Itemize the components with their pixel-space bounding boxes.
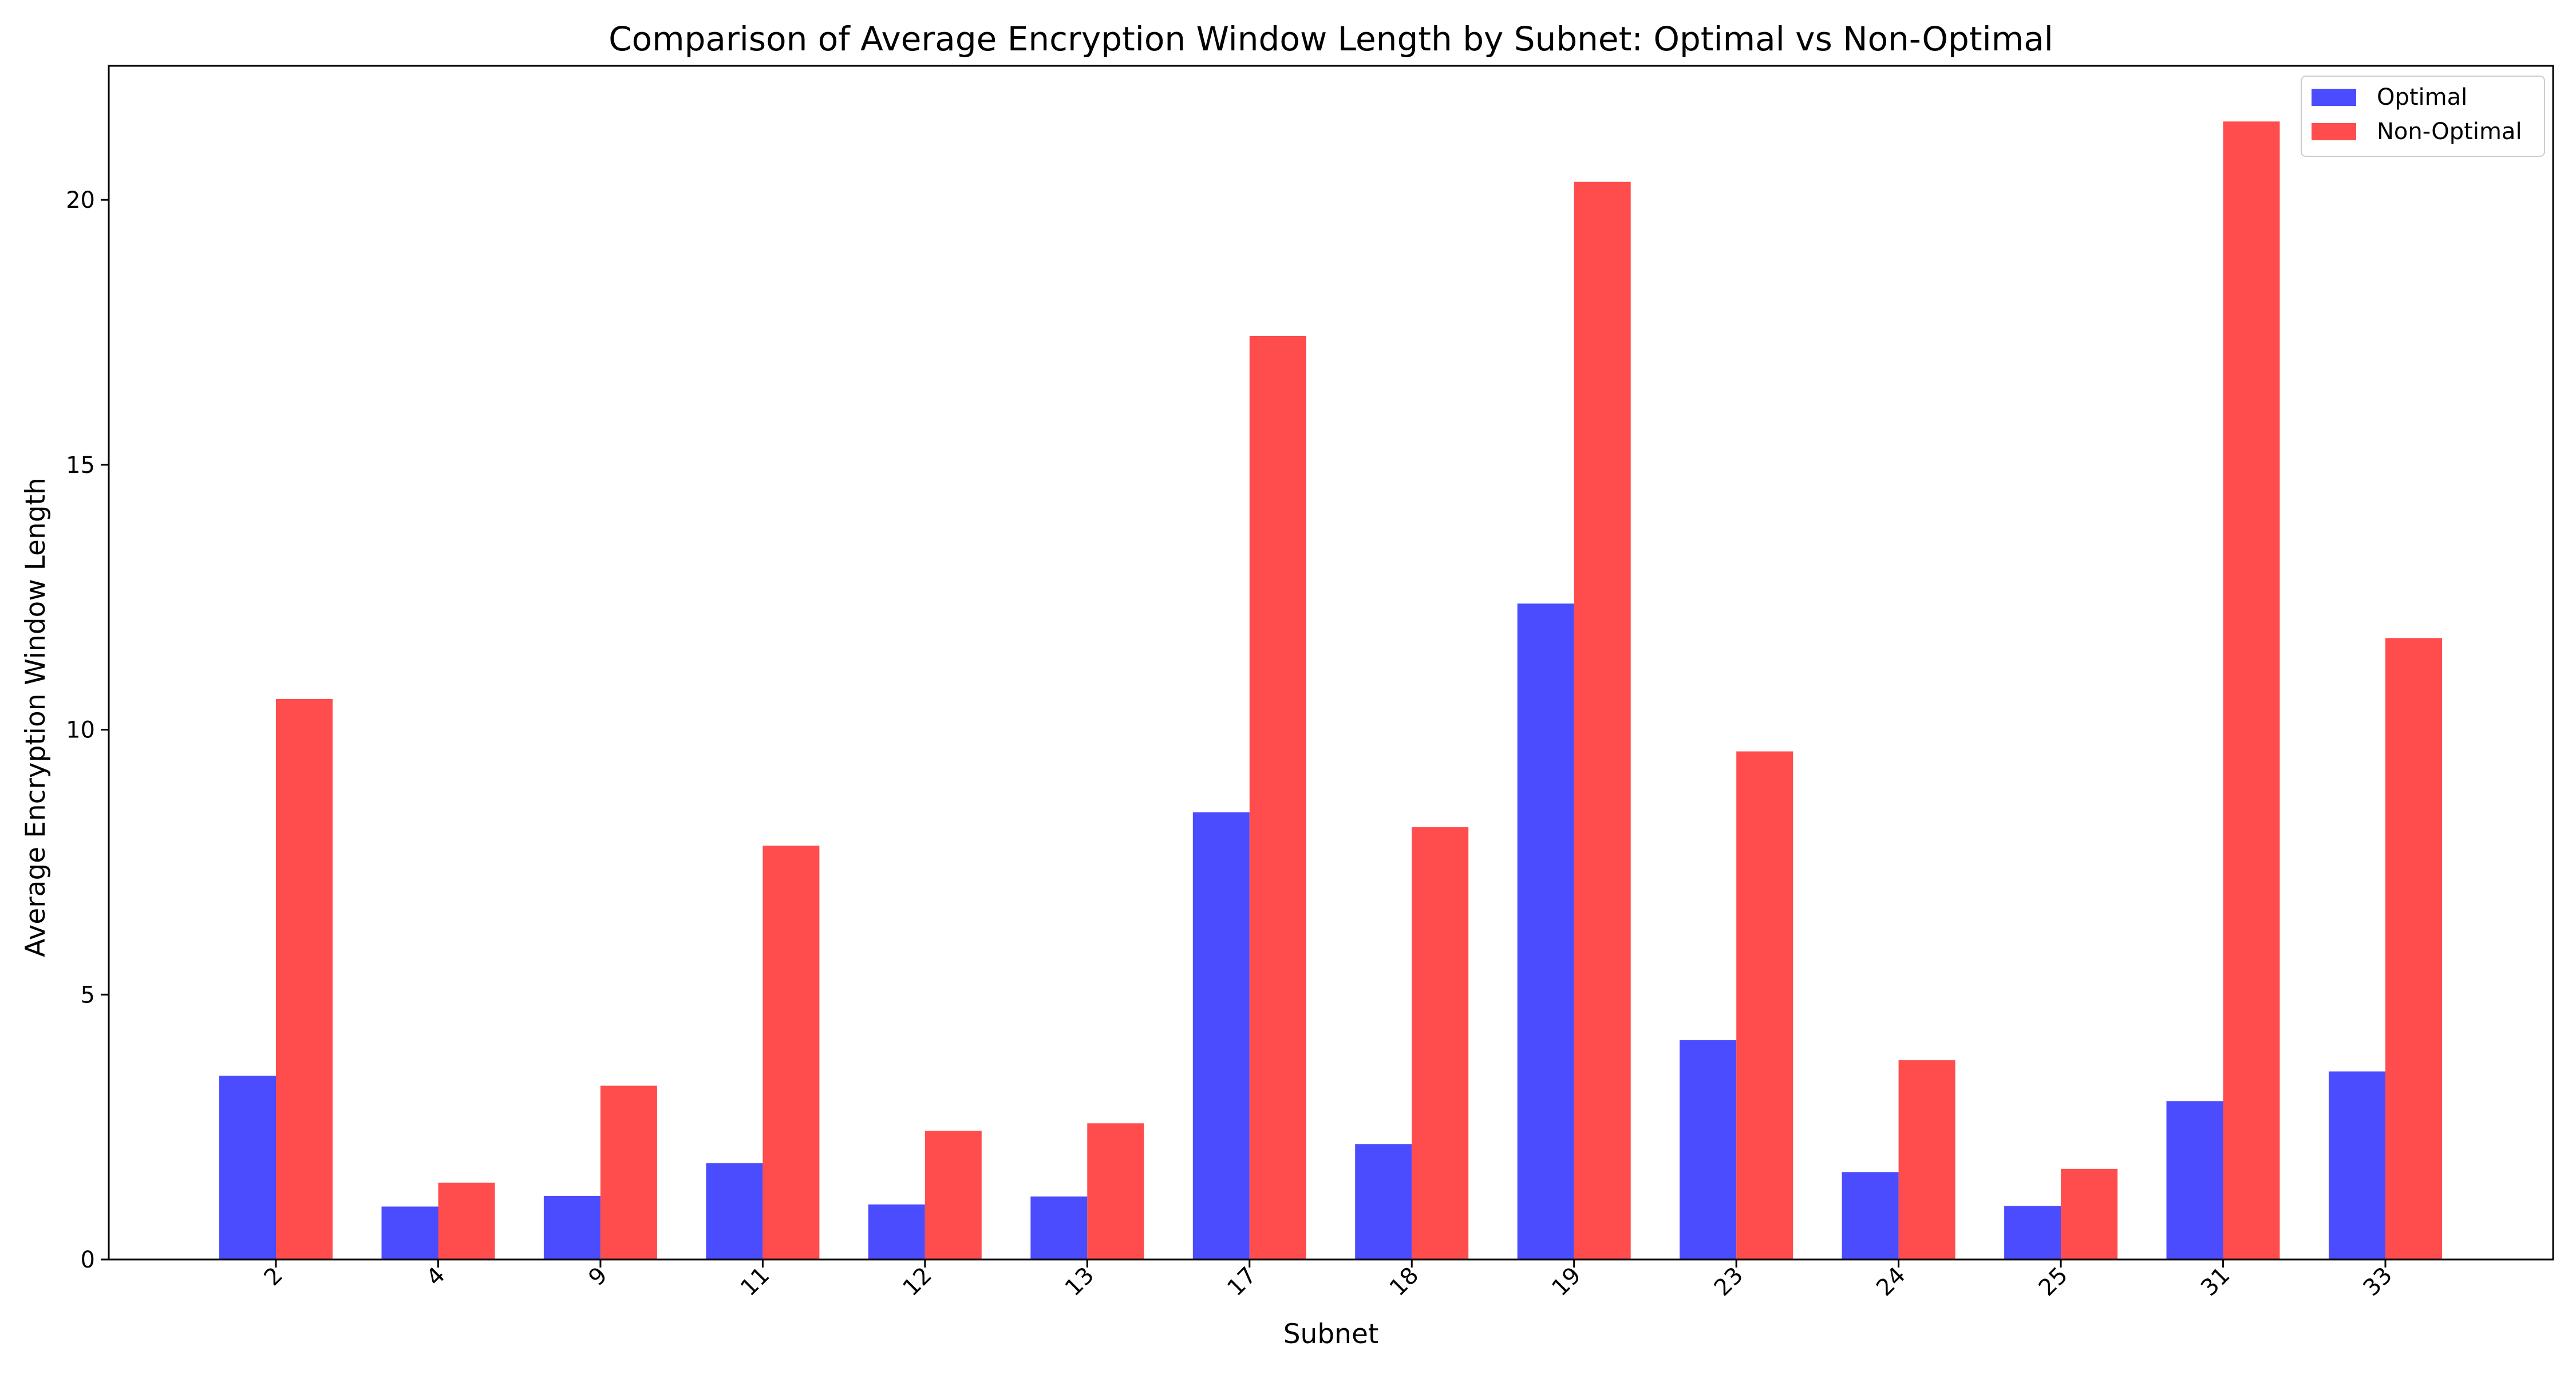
bar-non-optimal-23 xyxy=(1736,751,1793,1260)
y-axis: 0 5 10 15 20 xyxy=(66,187,109,1273)
bar-non-optimal-31 xyxy=(2223,121,2280,1260)
x-axis: 2 4 9 11 12 13 17 18 19 23 24 25 31 33 xyxy=(259,1260,2398,1302)
bar-non-optimal-11 xyxy=(762,846,820,1260)
bar-optimal-24 xyxy=(1842,1172,1899,1260)
bar-optimal-9 xyxy=(543,1195,600,1260)
x-tick-label-23: 23 xyxy=(1709,1262,1749,1302)
x-tick-label-24: 24 xyxy=(1871,1262,1911,1302)
bar-optimal-17 xyxy=(1192,812,1250,1260)
x-tick-label-18: 18 xyxy=(1385,1262,1424,1302)
x-tick-label-9: 9 xyxy=(583,1262,613,1292)
bar-optimal-33 xyxy=(2329,1071,2385,1260)
legend-label-non-optimal: Non-Optimal xyxy=(2377,119,2522,145)
x-axis-label: Subnet xyxy=(1283,1318,1379,1350)
bar-non-optimal-33 xyxy=(2385,638,2442,1260)
bar-optimal-2 xyxy=(219,1075,276,1260)
x-tick-label-2: 2 xyxy=(259,1262,289,1292)
bar-optimal-4 xyxy=(381,1206,438,1260)
bar-optimal-13 xyxy=(1030,1196,1088,1260)
y-tick-label-20: 20 xyxy=(66,187,95,214)
x-tick-label-19: 19 xyxy=(1547,1262,1586,1302)
legend-swatch-optimal xyxy=(2312,89,2356,106)
bar-non-optimal-13 xyxy=(1087,1123,1144,1260)
bar-optimal-19 xyxy=(1517,603,1574,1260)
x-tick-label-4: 4 xyxy=(421,1262,451,1292)
legend-frame xyxy=(2301,76,2545,157)
bar-optimal-12 xyxy=(868,1204,925,1260)
x-tick-label-25: 25 xyxy=(2034,1262,2073,1302)
bar-optimal-11 xyxy=(706,1163,763,1260)
bar-non-optimal-12 xyxy=(924,1131,982,1260)
bar-non-optimal-19 xyxy=(1574,181,1631,1260)
bar-optimal-18 xyxy=(1355,1144,1412,1260)
bar-optimal-23 xyxy=(1680,1040,1737,1260)
bar-non-optimal-25 xyxy=(2061,1168,2118,1260)
legend: Optimal Non-Optimal xyxy=(2301,76,2545,157)
bar-non-optimal-18 xyxy=(1412,827,1469,1260)
bar-non-optimal-2 xyxy=(276,698,333,1260)
bar-non-optimal-4 xyxy=(438,1182,495,1260)
bars-layer xyxy=(219,121,2442,1260)
legend-swatch-non-optimal xyxy=(2312,123,2356,140)
y-tick-label-0: 0 xyxy=(81,1247,95,1273)
y-axis-label: Average Encryption Window Length xyxy=(20,477,52,957)
y-tick-label-10: 10 xyxy=(66,717,95,744)
x-tick-label-12: 12 xyxy=(898,1262,937,1302)
bar-optimal-31 xyxy=(2166,1101,2223,1260)
bar-optimal-25 xyxy=(2004,1206,2061,1260)
plot-frame xyxy=(108,65,2554,1261)
bar-non-optimal-17 xyxy=(1249,336,1306,1260)
bar-non-optimal-9 xyxy=(600,1085,657,1260)
y-tick-label-15: 15 xyxy=(66,452,95,479)
bar-non-optimal-24 xyxy=(1898,1060,1955,1260)
y-tick-label-5: 5 xyxy=(81,982,95,1008)
legend-label-optimal: Optimal xyxy=(2377,84,2467,110)
x-tick-label-13: 13 xyxy=(1060,1262,1100,1302)
chart-title: Comparison of Average Encryption Window … xyxy=(609,19,2053,58)
x-tick-label-11: 11 xyxy=(736,1262,775,1302)
x-tick-label-33: 33 xyxy=(2358,1262,2398,1302)
x-tick-label-31: 31 xyxy=(2196,1262,2235,1302)
x-tick-label-17: 17 xyxy=(1222,1262,1262,1302)
